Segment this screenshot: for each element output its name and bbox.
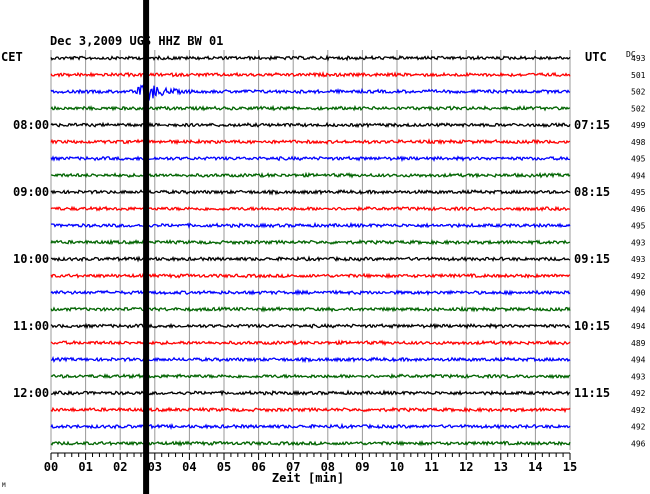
left-time-label: 10:00 xyxy=(13,252,49,266)
seismic-trace xyxy=(50,288,571,296)
dc-value: 493 xyxy=(631,238,646,247)
x-tick-label: 09 xyxy=(355,460,369,474)
left-time-label: 09:00 xyxy=(13,185,49,199)
x-tick-label: 12 xyxy=(459,460,473,474)
right-time-label: 08:15 xyxy=(574,185,610,199)
dc-value: 494 xyxy=(631,305,646,314)
dc-value: 498 xyxy=(631,138,646,147)
seismic-trace xyxy=(50,272,571,280)
corner-mark: M xyxy=(2,482,6,489)
seismic-trace xyxy=(50,121,571,129)
seismic-trace xyxy=(50,305,571,313)
right-time-label: 10:15 xyxy=(574,319,610,333)
x-tick-label: 00 xyxy=(44,460,58,474)
x-tick-label: 06 xyxy=(251,460,265,474)
seismic-trace xyxy=(51,171,571,179)
dc-value: 493 xyxy=(631,372,646,381)
dc-value: 492 xyxy=(631,389,646,398)
dc-value: 496 xyxy=(631,205,646,214)
x-tick-label: 10 xyxy=(390,460,404,474)
dc-value: 494 xyxy=(631,322,646,331)
x-tick-label: 04 xyxy=(182,460,196,474)
left-timezone-label: CET xyxy=(1,50,23,64)
x-tick-label: 11 xyxy=(424,460,438,474)
right-time-label: 11:15 xyxy=(574,386,610,400)
seismic-trace xyxy=(50,104,571,112)
dc-column-label: DC xyxy=(626,50,636,59)
seismic-trace xyxy=(50,389,571,397)
x-tick-label: 02 xyxy=(113,460,127,474)
seismic-trace xyxy=(50,155,571,163)
right-time-label: 09:15 xyxy=(574,252,610,266)
right-time-label: 07:15 xyxy=(574,118,610,132)
dc-value: 492 xyxy=(631,272,646,281)
x-axis-label: Zeit [min] xyxy=(272,471,344,485)
dc-value: 490 xyxy=(631,289,646,298)
x-tick-label: 03 xyxy=(148,460,162,474)
x-tick-label: 07 xyxy=(286,460,300,474)
dc-value-column: 493 501 502 502 499 498 495 494 495 496 495 493 493 4… xyxy=(631,54,646,448)
seismic-trace xyxy=(50,138,571,146)
seismic-trace xyxy=(51,356,571,364)
seismic-trace xyxy=(50,439,571,447)
dc-value: 494 xyxy=(631,171,646,180)
seismic-trace xyxy=(50,188,571,196)
chart-title: Dec 3,2009 UGS HHZ BW 01 xyxy=(50,34,223,48)
seismic-trace xyxy=(50,322,571,330)
seismic-trace xyxy=(50,339,571,347)
seismic-trace xyxy=(50,406,571,414)
left-time-label: 12:00 xyxy=(13,386,49,400)
seismic-trace xyxy=(50,372,571,380)
seismic-trace xyxy=(50,238,571,246)
x-tick-label: 14 xyxy=(528,460,542,474)
dc-value: 492 xyxy=(631,423,646,432)
x-tick-label: 01 xyxy=(78,460,92,474)
x-tick-label: 13 xyxy=(494,460,508,474)
dc-value: 495 xyxy=(631,222,646,231)
x-tick-label: 15 xyxy=(563,460,577,474)
time-grid xyxy=(50,50,571,450)
seismic-trace xyxy=(50,221,571,230)
dc-value: 496 xyxy=(631,439,646,448)
dc-value: 495 xyxy=(631,155,646,164)
dc-value: 502 xyxy=(631,104,646,113)
event-marker-line xyxy=(143,0,150,494)
dc-value: 499 xyxy=(631,121,646,130)
seismic-trace xyxy=(50,54,571,62)
seismic-trace xyxy=(50,205,571,212)
dc-value: 501 xyxy=(631,71,646,80)
seismic-trace xyxy=(50,70,571,78)
dc-value: 494 xyxy=(631,356,646,365)
dc-value: 492 xyxy=(631,406,646,415)
dc-value: 493 xyxy=(631,255,646,264)
x-axis: 00 01 02 03 04 05 06 07 08 09 10 11 12 13 14 15 xyxy=(44,452,577,474)
x-tick-label: 05 xyxy=(217,460,231,474)
right-timezone-label: UTC xyxy=(585,50,607,64)
seismic-trace xyxy=(50,81,571,101)
seismic-traces xyxy=(50,54,571,447)
dc-value: 489 xyxy=(631,339,646,348)
dc-value: 493 xyxy=(631,54,646,63)
seismic-trace xyxy=(50,422,571,431)
x-tick-label: 08 xyxy=(321,460,335,474)
dc-value: 502 xyxy=(631,88,646,97)
left-time-label: 11:00 xyxy=(13,319,49,333)
left-time-label: 08:00 xyxy=(13,118,49,132)
seismic-trace xyxy=(50,255,571,263)
right-time-labels: 07:15 08:15 09:15 10:15 11:15 xyxy=(574,118,610,400)
dc-value: 495 xyxy=(631,188,646,197)
left-time-labels: 08:00 09:00 10:00 11:00 12:00 xyxy=(13,118,49,400)
